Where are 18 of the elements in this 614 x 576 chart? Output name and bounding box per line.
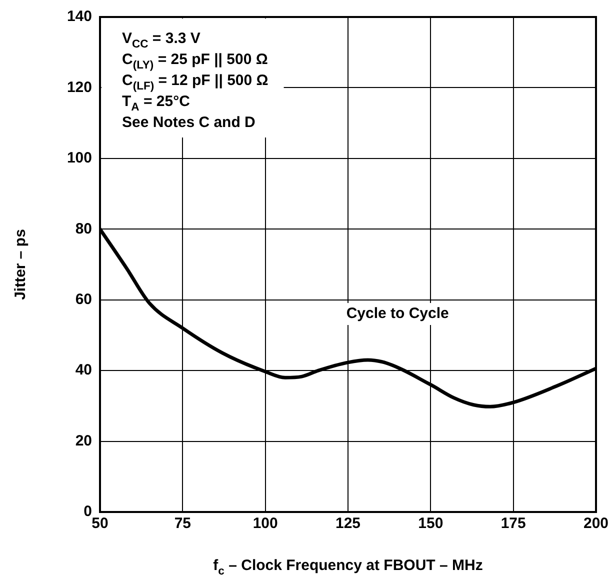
x-tick-label: 125 bbox=[335, 515, 361, 532]
y-tick-label: 100 bbox=[66, 150, 92, 167]
y-tick-label: 20 bbox=[75, 432, 92, 450]
x-tick-label: 50 bbox=[92, 515, 108, 532]
annotation: See Notes C and D bbox=[122, 114, 256, 131]
y-tick-label: 120 bbox=[66, 78, 92, 96]
y-tick-label: 60 bbox=[75, 291, 92, 308]
text: Cycle to Cycle bbox=[346, 305, 449, 322]
x-tick-label: 175 bbox=[500, 515, 526, 532]
x-tick-label: 150 bbox=[418, 515, 444, 532]
x-tick-label: 75 bbox=[174, 515, 192, 532]
y-tick-label: 80 bbox=[75, 220, 92, 238]
x-tick-label: 100 bbox=[252, 515, 278, 532]
y-tick-label: 0 bbox=[84, 503, 92, 520]
x-tick-label: 200 bbox=[583, 515, 609, 532]
y-axis-title: Jitter – ps bbox=[12, 229, 29, 300]
y-tick-label: 40 bbox=[75, 362, 92, 379]
y-tick-label: 140 bbox=[66, 8, 92, 26]
